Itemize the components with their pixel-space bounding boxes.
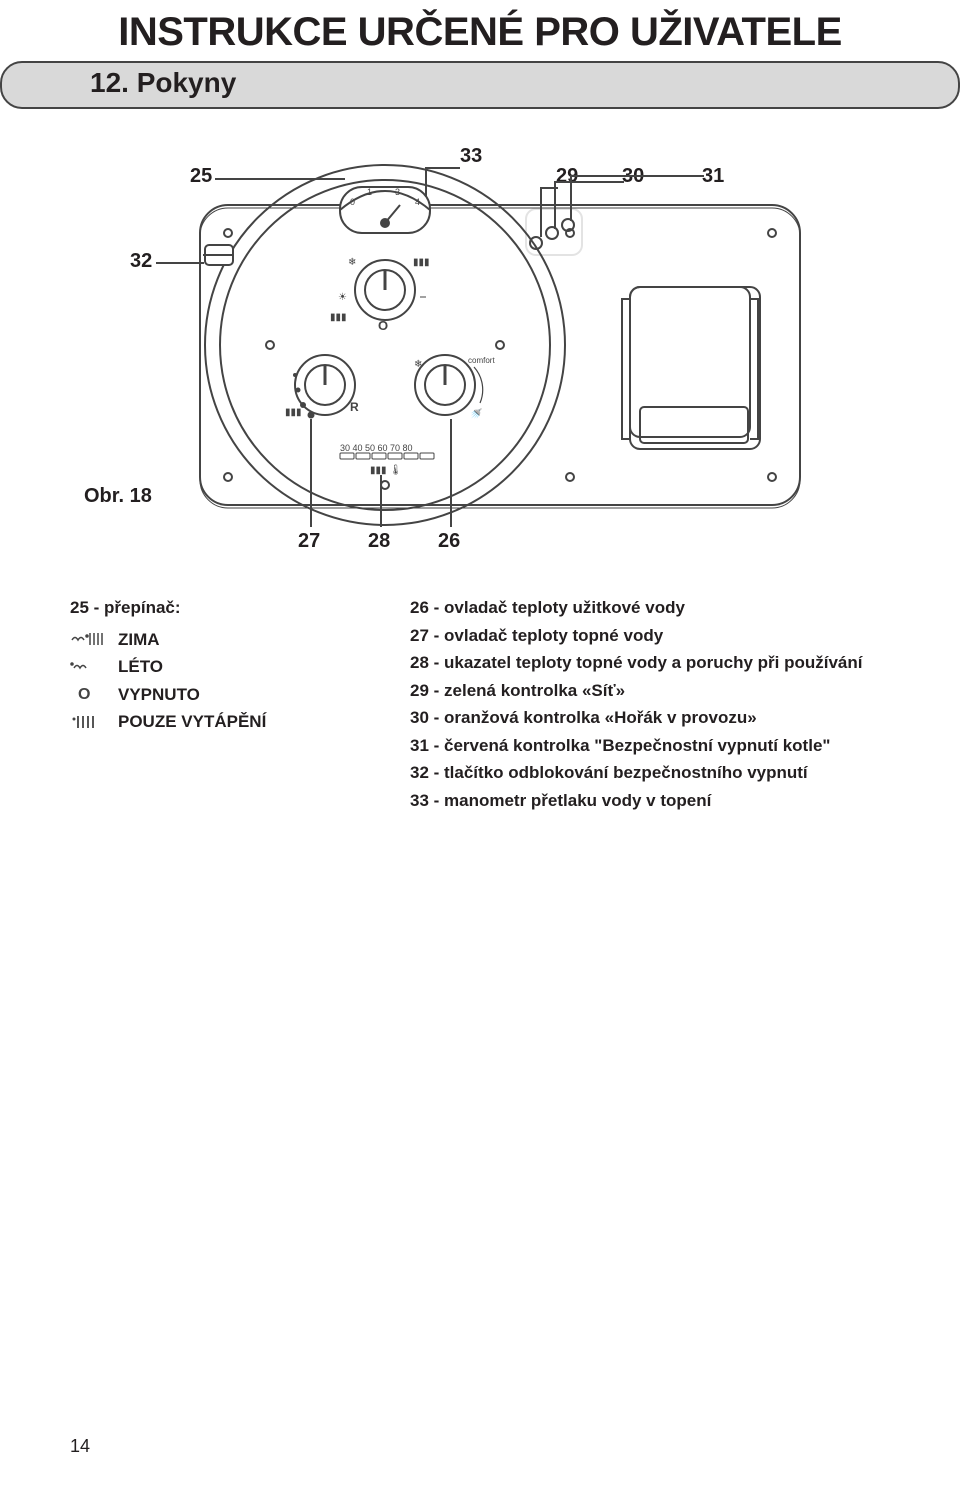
legend-item: 26 - ovladač teploty užitkové vody xyxy=(410,595,890,621)
svg-text:▮▮▮: ▮▮▮ xyxy=(330,312,347,323)
svg-text:❄: ❄ xyxy=(414,359,422,370)
switch-row-winter: ZIMA xyxy=(70,627,370,653)
svg-text:⎯: ⎯ xyxy=(420,289,426,303)
callout-line xyxy=(450,419,452,527)
legend-item: 31 - červená kontrolka "Bezpečnostní vyp… xyxy=(410,733,890,759)
switch-label: POUZE VYTÁPĚNÍ xyxy=(118,709,266,735)
page: INSTRUKCE URČENÉ PRO UŽIVATELE 12. Pokyn… xyxy=(0,0,960,1487)
summer-icon xyxy=(70,658,106,676)
callout-line xyxy=(156,262,204,264)
boiler-diagram: 0 1 3 4 ❄ ▮▮▮ ☀ ⎯ O ▮▮▮ xyxy=(70,115,890,555)
switch-row-off: O VYPNUTO xyxy=(70,682,370,708)
callout-line xyxy=(425,167,460,169)
svg-text:0: 0 xyxy=(350,197,355,207)
legend-item: 30 - oranžová kontrolka «Hořák v provozu… xyxy=(410,705,890,731)
heating-icon xyxy=(70,713,106,731)
switch-list: ZIMA LÉTO O VYPNUTO xyxy=(70,627,370,735)
svg-text:❄: ❄ xyxy=(348,257,356,268)
svg-text:1: 1 xyxy=(367,187,372,197)
svg-text:☀: ☀ xyxy=(338,292,347,303)
figure-label: Obr. 18 xyxy=(84,485,152,508)
svg-text:30 40 50 60 70 80: 30 40 50 60 70 80 xyxy=(340,443,413,453)
svg-text:▮▮▮: ▮▮▮ xyxy=(413,257,430,268)
switch-label: VYPNUTO xyxy=(118,682,200,708)
callout-line xyxy=(540,187,542,237)
svg-text:comfort: comfort xyxy=(468,356,495,365)
callout-line xyxy=(554,181,556,229)
callout-28: 28 xyxy=(368,530,390,553)
svg-text:R: R xyxy=(350,400,359,414)
callout-32: 32 xyxy=(130,250,152,273)
section-header: 12. Pokyny xyxy=(70,61,890,105)
callout-line xyxy=(570,175,572,221)
svg-text:▮▮▮: ▮▮▮ xyxy=(285,407,302,418)
off-icon: O xyxy=(70,685,106,703)
legend-left-heading: 25 - přepínač: xyxy=(70,595,370,621)
callout-27: 27 xyxy=(298,530,320,553)
callout-line xyxy=(310,419,312,527)
switch-row-summer: LÉTO xyxy=(70,654,370,680)
legend-left: 25 - přepínač: ZIMA LÉTO O xyxy=(70,595,370,815)
legend: 25 - přepínač: ZIMA LÉTO O xyxy=(70,595,890,815)
section-title: 12. Pokyny xyxy=(0,61,960,105)
svg-text:▮▮▮ 🌡: ▮▮▮ 🌡 xyxy=(370,464,402,476)
switch-label: LÉTO xyxy=(118,654,163,680)
document-title: INSTRUKCE URČENÉ PRO UŽIVATELE xyxy=(70,0,890,55)
legend-item: 27 - ovladač teploty topné vody xyxy=(410,623,890,649)
callout-30: 30 xyxy=(622,165,644,188)
page-number: 14 xyxy=(70,1436,90,1457)
svg-text:O: O xyxy=(78,686,90,703)
legend-right: 26 - ovladač teploty užitkové vody 27 - … xyxy=(410,595,890,815)
callout-line xyxy=(554,181,624,183)
callout-line xyxy=(380,475,382,527)
legend-item: 28 - ukazatel teploty topné vody a poruc… xyxy=(410,650,890,676)
svg-text:O: O xyxy=(378,318,388,333)
callout-26: 26 xyxy=(438,530,460,553)
svg-text:🚿: 🚿 xyxy=(470,407,482,420)
legend-item: 29 - zelená kontrolka «Síť» xyxy=(410,678,890,704)
callout-25: 25 xyxy=(190,165,212,188)
winter-icon xyxy=(70,630,106,648)
switch-row-heating: POUZE VYTÁPĚNÍ xyxy=(70,709,370,735)
callout-line xyxy=(425,167,427,197)
callout-29: 29 xyxy=(556,165,578,188)
svg-text:3: 3 xyxy=(395,187,400,197)
callout-line xyxy=(570,175,704,177)
svg-text:4: 4 xyxy=(415,197,420,207)
callout-line xyxy=(215,178,345,180)
legend-item: 32 - tlačítko odblokování bezpečnostního… xyxy=(410,760,890,786)
callout-31: 31 xyxy=(702,165,724,188)
switch-label: ZIMA xyxy=(118,627,160,653)
callout-33: 33 xyxy=(460,145,482,168)
legend-item: 33 - manometr přetlaku vody v topení xyxy=(410,788,890,814)
